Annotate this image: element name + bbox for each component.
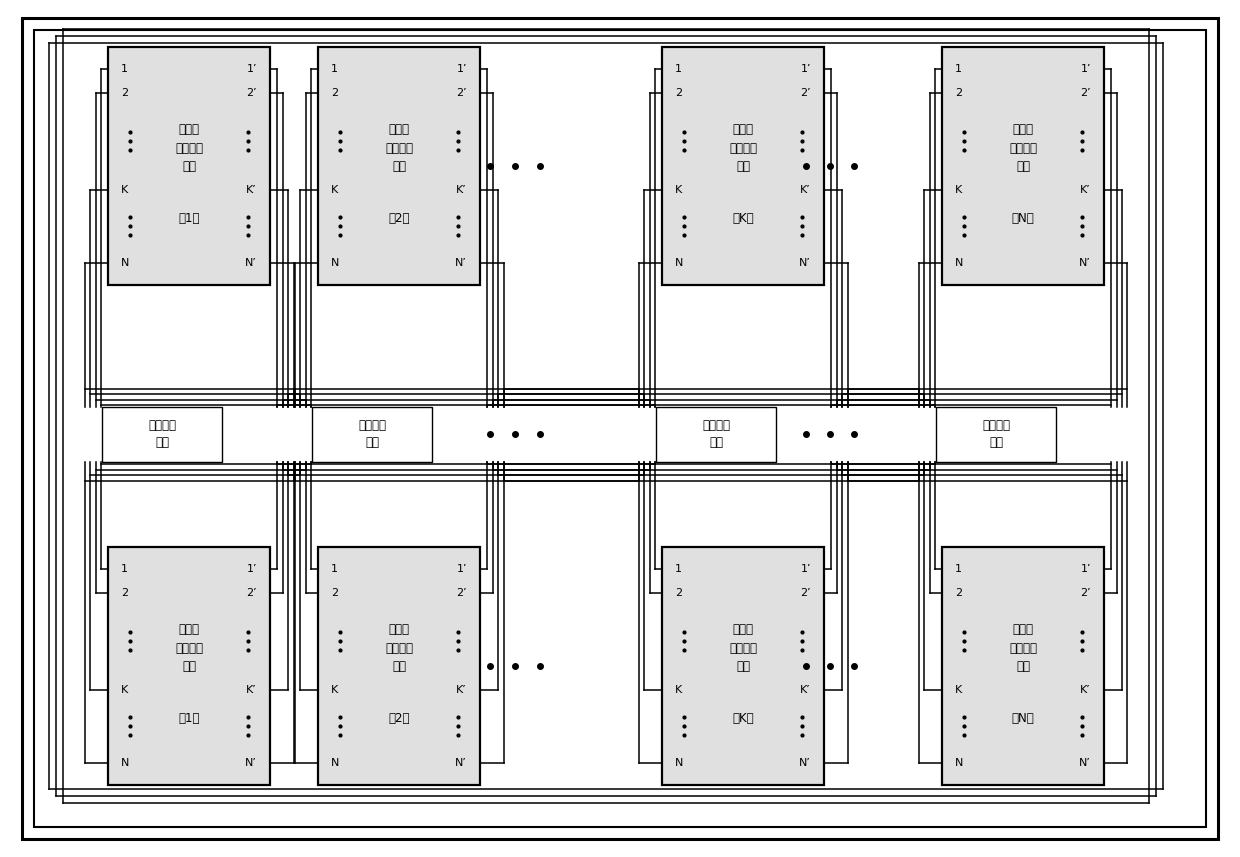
Text: 2: 2 <box>122 588 128 598</box>
Text: 第一层
阵列波导
光栅: 第一层 阵列波导 光栅 <box>1009 623 1037 673</box>
Text: K’: K’ <box>1080 185 1091 195</box>
Text: K’: K’ <box>800 185 811 195</box>
Text: 层间互连
结构: 层间互连 结构 <box>358 419 386 450</box>
Bar <box>662 47 825 285</box>
Text: 1: 1 <box>331 64 339 74</box>
Text: 1: 1 <box>331 564 339 574</box>
Text: N’: N’ <box>455 258 467 268</box>
Text: （K）: （K） <box>732 212 754 225</box>
Text: N: N <box>675 758 683 768</box>
Text: 第一层
阵列波导
光栅: 第一层 阵列波导 光栅 <box>175 623 203 673</box>
Bar <box>942 547 1104 785</box>
Text: （N）: （N） <box>1012 212 1034 225</box>
Bar <box>936 407 1056 462</box>
Bar <box>656 407 776 462</box>
Text: K’: K’ <box>456 685 467 695</box>
Text: N’: N’ <box>1079 758 1091 768</box>
Text: 2’: 2’ <box>247 88 257 98</box>
Text: 第二层
阵列波导
光栅: 第二层 阵列波导 光栅 <box>175 123 203 173</box>
Bar <box>312 407 432 462</box>
Bar <box>108 547 270 785</box>
Text: N’: N’ <box>246 758 257 768</box>
Text: 2’: 2’ <box>1080 588 1091 598</box>
Text: 1’: 1’ <box>801 64 811 74</box>
Text: K: K <box>955 185 962 195</box>
Text: 层间互连
结构: 层间互连 结构 <box>982 419 1011 450</box>
Text: K: K <box>675 685 682 695</box>
Text: N: N <box>331 258 340 268</box>
Text: N: N <box>675 258 683 268</box>
Bar <box>942 47 1104 285</box>
Text: 1: 1 <box>122 64 128 74</box>
Text: K: K <box>955 685 962 695</box>
Text: 2’: 2’ <box>247 588 257 598</box>
Text: 1: 1 <box>955 564 962 574</box>
Text: （1）: （1） <box>179 711 200 724</box>
Text: 1: 1 <box>955 64 962 74</box>
Text: 1: 1 <box>675 564 682 574</box>
Text: 1: 1 <box>122 564 128 574</box>
Text: 2’: 2’ <box>456 88 467 98</box>
Text: 第二层
阵列波导
光栅: 第二层 阵列波导 光栅 <box>1009 123 1037 173</box>
Text: 层间互连
结构: 层间互连 结构 <box>148 419 176 450</box>
Text: N: N <box>955 258 963 268</box>
Text: 第二层
阵列波导
光栅: 第二层 阵列波导 光栅 <box>384 123 413 173</box>
Text: 1’: 1’ <box>247 64 257 74</box>
Text: N: N <box>122 258 129 268</box>
Text: 2’: 2’ <box>800 588 811 598</box>
Bar <box>662 547 825 785</box>
Text: 1’: 1’ <box>1080 564 1091 574</box>
Text: K’: K’ <box>247 685 257 695</box>
Bar <box>317 47 480 285</box>
Text: 1’: 1’ <box>456 564 467 574</box>
Text: N’: N’ <box>246 258 257 268</box>
Text: 2’: 2’ <box>1080 88 1091 98</box>
Text: N’: N’ <box>1079 258 1091 268</box>
Text: K’: K’ <box>800 685 811 695</box>
Text: （1）: （1） <box>179 212 200 225</box>
Text: K’: K’ <box>456 185 467 195</box>
Text: 2’: 2’ <box>800 88 811 98</box>
Text: K: K <box>331 185 339 195</box>
Text: 第二层
阵列波导
光栅: 第二层 阵列波导 光栅 <box>729 123 756 173</box>
Text: 1: 1 <box>675 64 682 74</box>
Text: K: K <box>331 685 339 695</box>
Bar <box>317 547 480 785</box>
Text: 2: 2 <box>122 88 128 98</box>
Text: N: N <box>331 758 340 768</box>
Text: （2）: （2） <box>388 711 409 724</box>
Text: N’: N’ <box>455 758 467 768</box>
Text: K’: K’ <box>1080 685 1091 695</box>
Text: K’: K’ <box>247 185 257 195</box>
Text: N: N <box>955 758 963 768</box>
Text: K: K <box>122 185 128 195</box>
Text: 2: 2 <box>331 588 339 598</box>
Text: 2: 2 <box>331 88 339 98</box>
Text: 层间互连
结构: 层间互连 结构 <box>702 419 730 450</box>
Text: 1’: 1’ <box>1080 64 1091 74</box>
Text: 2: 2 <box>955 588 962 598</box>
Bar <box>102 407 222 462</box>
Bar <box>108 47 270 285</box>
Text: N’: N’ <box>799 258 811 268</box>
Text: K: K <box>675 185 682 195</box>
Text: 2: 2 <box>675 88 682 98</box>
Text: 2: 2 <box>955 88 962 98</box>
Text: 1’: 1’ <box>456 64 467 74</box>
Text: 第一层
阵列波导
光栅: 第一层 阵列波导 光栅 <box>729 623 756 673</box>
Text: 2’: 2’ <box>456 588 467 598</box>
Text: 1’: 1’ <box>247 564 257 574</box>
Text: 2: 2 <box>675 588 682 598</box>
Text: N: N <box>122 758 129 768</box>
Text: 第一层
阵列波导
光栅: 第一层 阵列波导 光栅 <box>384 623 413 673</box>
Text: K: K <box>122 685 128 695</box>
Text: N’: N’ <box>799 758 811 768</box>
Text: （N）: （N） <box>1012 711 1034 724</box>
Text: （2）: （2） <box>388 212 409 225</box>
Text: 1’: 1’ <box>801 564 811 574</box>
Text: （K）: （K） <box>732 711 754 724</box>
